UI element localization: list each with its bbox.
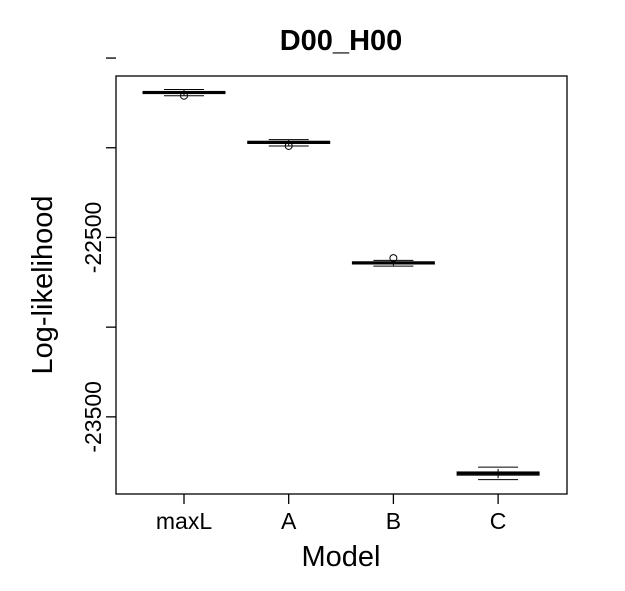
box-maxL xyxy=(142,88,226,100)
plot-frame xyxy=(115,75,568,495)
box-series xyxy=(142,88,540,481)
x-tick-label: B xyxy=(386,508,401,534)
chart-title: D00_H00 xyxy=(280,25,403,57)
x-tick-label: maxL xyxy=(156,508,212,534)
box-A xyxy=(247,139,331,150)
x-tick-label: C xyxy=(490,508,507,534)
outlier-point xyxy=(180,91,188,100)
outlier-point xyxy=(389,254,398,263)
y-tick-label: -23500 xyxy=(80,381,106,453)
y-tick-label: -22500 xyxy=(80,202,106,274)
box-C xyxy=(456,466,540,481)
x-axis: maxL A B C xyxy=(156,494,507,534)
box-B xyxy=(351,254,435,267)
x-tick-label: A xyxy=(281,508,297,534)
y-axis: -22500 -23500 xyxy=(80,57,116,453)
outlier-point xyxy=(284,141,293,150)
y-axis-label: Log-likelihood xyxy=(27,196,59,375)
x-axis-label: Model xyxy=(302,541,381,573)
